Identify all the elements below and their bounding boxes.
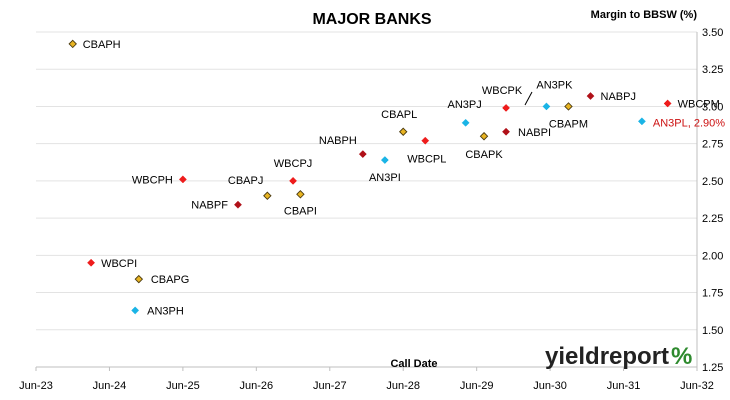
logo-percent-icon: % [671,343,692,370]
point-wbcpk [502,103,510,112]
y-tick-label: 1.75 [702,288,723,300]
label-an3pk: AN3PK [536,79,573,91]
point-cbapg [134,274,144,284]
an3pk-leader-line [524,91,533,106]
label-wbcpm: WBCPM [678,98,720,110]
label-nabph: NABPH [319,135,357,147]
y-tick-label: 1.25 [702,362,723,374]
logo-text: yieldreport [545,343,669,370]
x-tick-labels: Jun-23 Jun-24 Jun-25 Jun-26 Jun-27 Jun-28 Jun-… [19,367,714,392]
point-nabph [358,150,367,159]
y-tick-label: 2.25 [702,213,723,225]
gridlines [36,31,697,331]
label-nabpj: NABPJ [601,91,636,103]
point-an3pk [542,102,551,111]
x-tick-label: Jun-26 [240,380,274,392]
point-cbapl [398,127,408,136]
x-tick-label: Jun-32 [680,380,714,392]
y-axis-label: Margin to BBSW (%) [591,9,698,21]
chart-title: MAJOR BANKS [312,11,431,28]
label-wbcpi: WBCPI [101,258,137,270]
scatter-points [68,39,672,315]
label-an3ph: AN3PH [147,305,184,317]
label-nabpf: NABPF [191,200,228,212]
point-cbapk [479,131,489,141]
y-tick-labels: 1.25 1.50 1.75 2.00 2.25 2.50 2.75 3.00 3.25 3.50 [702,27,723,374]
point-wbcpl [421,136,430,145]
y-tick-label: 2.50 [702,176,723,188]
point-an3pl [637,117,646,126]
point-an3pj [461,118,470,127]
x-tick-label: Jun-30 [533,380,567,392]
label-nabpi: NABPI [518,127,551,139]
y-tick-label: 1.50 [702,325,723,337]
label-cbapk: CBAPK [465,149,503,161]
point-an3ph [131,306,140,315]
label-wbcph: WBCPH [132,174,173,186]
y-tick-label: 3.25 [702,64,723,76]
point-nabpf [234,200,242,209]
x-tick-label: Jun-23 [19,380,53,392]
point-wbcpj [289,176,298,185]
x-axis-label: Call Date [390,358,437,370]
label-wbcpj: WBCPJ [274,158,313,170]
y-tick-label: 2.00 [702,250,723,262]
label-wbcpl: WBCPL [407,154,446,166]
x-tick-label: Jun-25 [166,380,200,392]
x-tick-label: Jun-24 [93,380,127,392]
point-an3pi [380,156,389,164]
x-tick-label: Jun-27 [313,380,347,392]
point-wbcpi [87,258,96,267]
x-tick-label: Jun-29 [460,380,494,392]
point-cbaph [68,39,77,49]
label-an3pj: AN3PJ [448,99,482,111]
point-wbcph [178,175,187,184]
label-cbapj: CBAPJ [228,175,263,187]
point-cbapm [564,102,573,111]
label-cbapg: CBAPG [151,274,190,286]
label-an3pl: AN3PL, 2.90% [653,117,725,129]
y-tick-label: 2.75 [702,139,723,151]
x-tick-label: Jun-28 [386,380,420,392]
label-cbapi: CBAPI [284,205,317,217]
point-labels: CBAPH WBCPI CBAPG AN3PH WBCPH NABPF CBAPJ WBCPJ… [83,39,726,318]
y-tick-label: 3.50 [702,27,723,39]
x-tick-label: Jun-31 [607,380,641,392]
point-wbcpm [663,99,672,108]
label-an3pi: AN3PI [369,172,401,184]
point-cbapi [296,190,305,199]
point-cbapj [263,191,272,201]
label-cbapm: CBAPM [549,118,588,130]
point-nabpi [502,127,510,136]
point-nabpj [586,92,595,100]
y-tick-label: 3.00 [702,101,723,113]
label-cbaph: CBAPH [83,39,121,51]
label-wbcpk: WBCPK [482,85,523,97]
yieldreport-logo: yieldreport % [545,343,692,370]
label-cbapl: CBAPL [381,109,417,121]
